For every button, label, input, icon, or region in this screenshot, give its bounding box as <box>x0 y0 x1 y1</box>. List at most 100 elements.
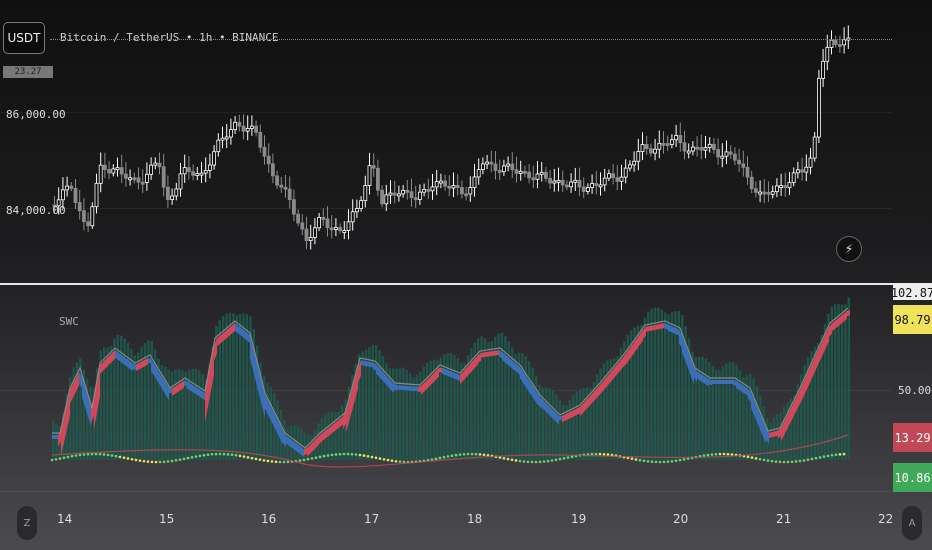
wave-segment <box>436 368 439 380</box>
price-candle <box>724 140 729 165</box>
histogram-bar <box>507 341 510 460</box>
wave-segment <box>373 362 376 371</box>
histogram-bar <box>494 336 497 460</box>
price-candle <box>212 145 217 170</box>
oscillator-dot <box>758 457 762 461</box>
wave-segment <box>355 367 358 400</box>
wave-segment <box>616 362 619 376</box>
wave-segment <box>229 325 232 337</box>
lightning-icon[interactable]: ⚡ <box>836 236 862 262</box>
wave-segment <box>316 436 319 448</box>
histogram-bar <box>664 312 667 460</box>
histogram-bar <box>256 345 259 460</box>
wave-segment <box>313 439 316 451</box>
wave-segment <box>451 371 454 379</box>
wave-segment <box>475 355 478 368</box>
price-candle <box>296 209 301 227</box>
price-candle <box>207 153 212 179</box>
histogram-bar <box>711 365 714 460</box>
oscillator-dot <box>142 459 146 463</box>
oscillator-dot <box>154 460 158 464</box>
histogram-bar <box>742 376 745 460</box>
wave-segment <box>364 360 367 367</box>
price-candle <box>695 136 699 157</box>
price-candle <box>258 124 263 153</box>
price-candle <box>451 172 456 198</box>
price-candle <box>762 179 767 204</box>
indicator-axis-label: 50.00 <box>898 384 932 397</box>
histogram-bar <box>330 411 334 460</box>
price-candle <box>98 152 103 193</box>
wave-segment <box>79 372 82 389</box>
wave-segment <box>307 445 310 457</box>
histogram-bar <box>385 363 388 460</box>
oscillator-dot <box>814 456 818 460</box>
oscillator-dot <box>226 453 230 456</box>
price-candle <box>371 153 376 177</box>
price-candle <box>670 134 674 149</box>
histogram-bar <box>123 338 126 460</box>
histogram-bar <box>113 338 116 460</box>
oscillator-dot <box>806 458 810 462</box>
oscillator-dot <box>506 457 510 461</box>
wave-segment <box>298 444 301 455</box>
histogram-bar <box>388 368 391 460</box>
wave-segment <box>517 364 520 376</box>
oscillator-dot <box>842 452 846 456</box>
wave-segment <box>670 325 673 333</box>
symbol-button[interactable]: USDT <box>3 22 45 54</box>
histogram-bar <box>606 360 609 460</box>
oscillator-dot <box>358 453 362 457</box>
wave-segment <box>559 416 562 420</box>
price-candle <box>800 157 804 181</box>
wave-segment <box>571 410 574 418</box>
wave-segment <box>322 431 325 442</box>
price-candle <box>531 165 536 189</box>
wave-segment <box>841 313 844 324</box>
wave-segment <box>661 323 664 329</box>
oscillator-dot <box>134 458 138 462</box>
histogram-bar <box>657 307 660 460</box>
price-candle <box>409 178 414 207</box>
histogram-bar <box>72 367 75 460</box>
histogram-bar <box>228 312 232 460</box>
oscillator-dot <box>454 453 458 457</box>
price-candle <box>325 206 330 237</box>
wave-segment <box>676 328 679 336</box>
price-candle <box>573 167 578 191</box>
wave-segment <box>625 350 628 366</box>
price-candle <box>128 169 133 186</box>
oscillator-dot <box>830 453 834 457</box>
histogram-bar <box>218 320 221 460</box>
swc-indicator-plot[interactable] <box>0 285 892 491</box>
wave-segment <box>664 323 667 330</box>
price-candle <box>65 176 69 197</box>
wave-segment <box>544 401 547 413</box>
zoom-reset-button[interactable]: Z <box>17 506 37 540</box>
auto-scale-button[interactable]: A <box>902 506 922 540</box>
wave-segment <box>535 389 538 406</box>
wave-segment <box>640 329 643 345</box>
histogram-bar <box>446 353 449 460</box>
price-candle <box>354 199 359 219</box>
price-candle <box>501 159 506 176</box>
price-candle <box>170 188 175 205</box>
wave-segment <box>340 416 343 427</box>
wave-segment <box>679 329 682 349</box>
pane-divider[interactable] <box>0 283 932 285</box>
price-candle <box>459 180 464 199</box>
price-candle <box>468 176 473 202</box>
price-candles[interactable] <box>0 0 932 283</box>
histogram-bar <box>137 352 140 460</box>
oscillator-dot <box>130 457 134 461</box>
histogram-bar <box>211 346 215 460</box>
histogram-bar <box>412 377 415 460</box>
histogram-bar <box>633 327 636 460</box>
histogram-bar <box>772 417 776 460</box>
price-candle <box>791 167 796 187</box>
histogram-bar <box>82 369 85 460</box>
oscillator-dot <box>642 459 646 463</box>
price-candle <box>607 169 611 182</box>
oscillator-dot <box>786 460 790 464</box>
